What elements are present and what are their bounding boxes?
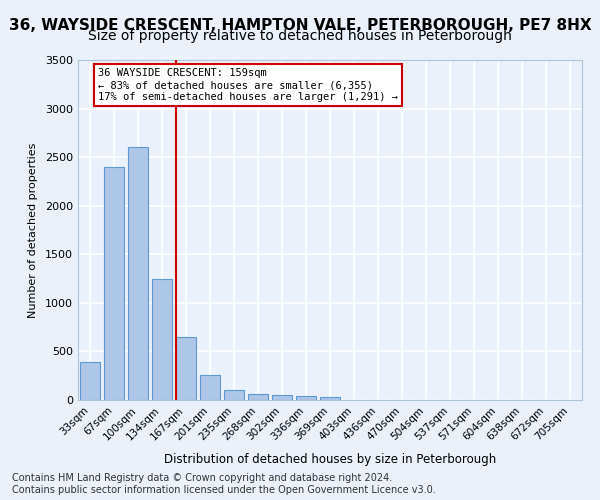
Bar	[80, 362, 100, 400]
Bar	[200, 374, 220, 400]
Bar	[296, 396, 316, 400]
Bar	[272, 394, 292, 400]
Text: 36, WAYSIDE CRESCENT, HAMPTON VALE, PETERBOROUGH, PE7 8HX: 36, WAYSIDE CRESCENT, HAMPTON VALE, PETE…	[8, 18, 592, 32]
Text: Contains HM Land Registry data © Crown copyright and database right 2024.
Contai: Contains HM Land Registry data © Crown c…	[12, 474, 436, 495]
Y-axis label: Number of detached properties: Number of detached properties	[28, 142, 38, 318]
Bar	[128, 148, 148, 400]
Text: Size of property relative to detached houses in Peterborough: Size of property relative to detached ho…	[88, 29, 512, 43]
Bar	[224, 390, 244, 400]
Bar	[248, 394, 268, 400]
Text: 36 WAYSIDE CRESCENT: 159sqm
← 83% of detached houses are smaller (6,355)
17% of : 36 WAYSIDE CRESCENT: 159sqm ← 83% of det…	[98, 68, 398, 102]
Bar	[104, 167, 124, 400]
Bar	[152, 278, 172, 400]
Bar	[176, 337, 196, 400]
Bar	[320, 397, 340, 400]
X-axis label: Distribution of detached houses by size in Peterborough: Distribution of detached houses by size …	[164, 453, 496, 466]
